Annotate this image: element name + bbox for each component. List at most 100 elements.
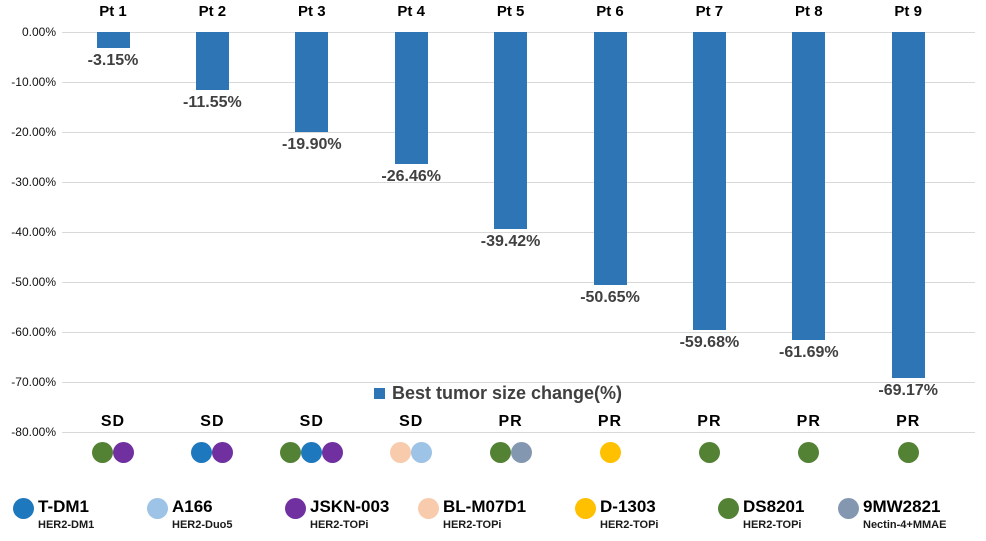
bar xyxy=(593,32,627,286)
category-label: Pt 4 xyxy=(397,3,425,20)
treatment-dot-ds8201-icon xyxy=(897,442,919,463)
treatment-dot-ds8201-icon xyxy=(489,442,511,463)
bar xyxy=(295,32,329,132)
response-label: PR xyxy=(697,413,722,430)
legend-drug-name: JSKN-003 xyxy=(310,497,390,516)
response-label: PR xyxy=(796,413,821,430)
category-label: Pt 1 xyxy=(99,3,127,20)
legend-drug-name: 9MW2821 xyxy=(863,497,941,516)
bar xyxy=(494,32,528,230)
response-label: PR xyxy=(597,413,623,430)
treatment-dot-jskn003-icon xyxy=(322,442,344,463)
gridline xyxy=(62,332,975,333)
category-label: Pt 8 xyxy=(795,3,823,20)
legend-drug-sub: HER2-TOPi xyxy=(310,519,369,531)
treatment-dot-tdm1-icon xyxy=(191,442,213,463)
category-label: Pt 2 xyxy=(198,3,227,20)
response-label: PR xyxy=(896,413,921,430)
legend-drug-name: BL-M07D1 xyxy=(443,497,527,516)
category-label: Pt 9 xyxy=(894,3,922,20)
series-legend-label: Best tumor size change(%) xyxy=(392,383,623,403)
category-label: Pt 3 xyxy=(298,3,326,20)
response-label: SD xyxy=(399,413,424,430)
legend-item-jskn003: JSKN-003 HER2-TOPi xyxy=(285,497,389,531)
gridline xyxy=(62,382,975,383)
treatment-dot-a166-icon xyxy=(411,442,433,463)
legend-drug-name: D-1303 xyxy=(600,497,656,516)
legend-dot-icon xyxy=(838,498,859,519)
legend-item-ds8201: DS8201 HER2-TOPi xyxy=(718,497,804,531)
gridline xyxy=(62,282,975,283)
bar xyxy=(891,32,925,378)
legend-drug-sub: HER2-DM1 xyxy=(38,519,95,531)
category-label: Pt 7 xyxy=(695,3,724,20)
legend-item-a166: A166 HER2-Duo5 xyxy=(147,497,233,531)
y-axis-tick-label: -70.00% xyxy=(11,375,56,389)
bar-value-label: -26.46% xyxy=(381,168,441,186)
legend-dot-icon xyxy=(285,498,306,519)
treatment-dot-group xyxy=(843,442,973,463)
treatment-dot-jskn003-icon xyxy=(113,442,134,463)
bar-value-label: -50.65% xyxy=(580,289,640,307)
treatment-dot-blm07d1-icon xyxy=(390,442,412,463)
legend-drug-name: T-DM1 xyxy=(38,497,89,516)
legend-drug-sub: HER2-TOPi xyxy=(443,519,502,531)
y-axis-tick-label: -30.00% xyxy=(11,175,56,189)
legend-drug-sub: HER2-TOPi xyxy=(600,519,659,531)
y-axis-tick-label: -50.00% xyxy=(11,275,56,289)
legend-drug-name: A166 xyxy=(172,497,213,516)
treatment-dot-ds8201-icon xyxy=(92,442,113,463)
y-axis-tick-label: 0.00% xyxy=(21,25,56,39)
treatment-dot-group xyxy=(48,442,178,463)
y-axis-tick-label: -20.00% xyxy=(11,125,56,139)
bar xyxy=(96,32,130,48)
legend-item-d1303: D-1303 HER2-TOPi xyxy=(575,497,658,531)
legend-dot-icon xyxy=(147,498,168,519)
treatment-dot-ds8201-icon xyxy=(280,442,302,463)
y-axis-tick-label: -60.00% xyxy=(11,325,56,339)
response-label: SD xyxy=(100,413,126,430)
series-legend-swatch-icon xyxy=(374,388,385,399)
legend-drug-sub: HER2-TOPi xyxy=(743,519,802,531)
treatment-dot-group xyxy=(147,442,277,463)
y-axis-tick-label: -80.00% xyxy=(11,425,56,439)
response-label: SD xyxy=(200,413,225,430)
treatment-dot-mw9-icon xyxy=(510,442,532,463)
legend-dot-icon xyxy=(575,498,596,519)
legend-dot-icon xyxy=(718,498,739,519)
treatment-dot-jskn003-icon xyxy=(212,442,234,463)
bar-value-label: -11.55% xyxy=(183,93,242,111)
treatment-dot-group xyxy=(247,442,377,463)
bar-value-label: -59.68% xyxy=(679,334,740,352)
treatment-dot-group xyxy=(346,442,476,463)
treatment-dot-group xyxy=(446,442,576,463)
category-label: Pt 6 xyxy=(596,3,624,20)
response-label: SD xyxy=(299,413,324,430)
legend-drug-name: DS8201 xyxy=(743,497,805,516)
legend-item-9mw2821: 9MW2821 Nectin-4+MMAE xyxy=(838,497,946,531)
y-axis-tick-label: -10.00% xyxy=(11,75,56,89)
legend-item-tdm1: T-DM1 HER2-DM1 xyxy=(13,497,94,531)
treatment-dot-group xyxy=(744,442,874,463)
category-label: Pt 5 xyxy=(496,3,525,20)
gridline xyxy=(62,232,975,233)
response-label: PR xyxy=(498,413,523,430)
bar-value-label: -69.17% xyxy=(878,381,938,399)
bar xyxy=(792,32,826,341)
bar-value-label: -19.90% xyxy=(282,135,342,153)
treatment-dot-ds8201-icon xyxy=(698,442,720,463)
treatment-dot-group xyxy=(644,442,774,463)
legend-dot-icon xyxy=(418,498,439,519)
legend-dot-icon xyxy=(13,498,34,519)
bar xyxy=(195,32,229,90)
treatment-dot-ds8201-icon xyxy=(798,442,820,463)
bar-value-label: -3.15% xyxy=(87,51,139,69)
legend-drug-sub: HER2-Duo5 xyxy=(172,519,233,531)
bar-value-label: -61.69% xyxy=(779,344,839,362)
series-legend: Best tumor size change(%) xyxy=(374,383,622,404)
legend-item-blm07d1: BL-M07D1 HER2-TOPi xyxy=(418,497,526,531)
legend-drug-sub: Nectin-4+MMAE xyxy=(863,519,947,531)
treatment-dot-d1303-icon xyxy=(599,442,621,463)
gridline xyxy=(62,432,975,433)
